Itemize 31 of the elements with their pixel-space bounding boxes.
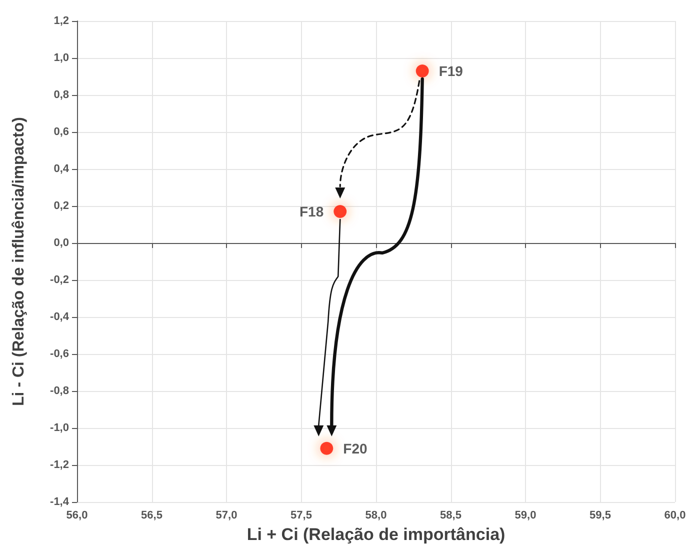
y-tick-label: -0,6 — [50, 348, 69, 360]
x-tick-label: 60,0 — [664, 510, 686, 522]
x-tick-label: 57,0 — [216, 510, 238, 522]
y-tick-label: -1,4 — [50, 496, 70, 508]
y-tick-label: -1,0 — [50, 422, 69, 434]
x-tick-label: 56,5 — [141, 510, 162, 522]
x-axis-title: Li + Ci (Relação de importância) — [246, 524, 506, 544]
y-tick-label: 0,2 — [54, 200, 69, 212]
y-tick-label: 1,2 — [54, 15, 69, 27]
series-label: F19 — [438, 62, 464, 79]
x-tick-label: 56,0 — [66, 510, 88, 522]
y-tick-label: 0,4 — [54, 163, 70, 175]
y-tick-label: 1,0 — [54, 52, 69, 64]
y-tick-label: -0,8 — [50, 385, 69, 397]
x-tick-label: 59,5 — [590, 510, 611, 522]
x-tick-label: 57,5 — [290, 510, 312, 522]
y-tick-label: -1,2 — [50, 459, 69, 471]
point — [334, 205, 347, 218]
x-tick-label: 58,0 — [365, 510, 387, 522]
y-tick-label: 0,6 — [54, 126, 69, 138]
x-tick-label: 59,0 — [514, 510, 536, 522]
y-tick-label: -0,2 — [50, 274, 69, 286]
y-tick-label: 0,0 — [54, 237, 69, 249]
y-tick-label: 0,8 — [54, 89, 69, 101]
y-tick-label: -0,4 — [50, 311, 70, 323]
point — [320, 442, 334, 455]
point — [416, 64, 429, 78]
series-label: F20 — [343, 440, 368, 456]
series-label: F18 — [299, 204, 324, 220]
x-tick-label: 58,5 — [440, 510, 462, 522]
y-axis-title: Li - Ci (Relação de influência/impacto) — [10, 117, 28, 406]
